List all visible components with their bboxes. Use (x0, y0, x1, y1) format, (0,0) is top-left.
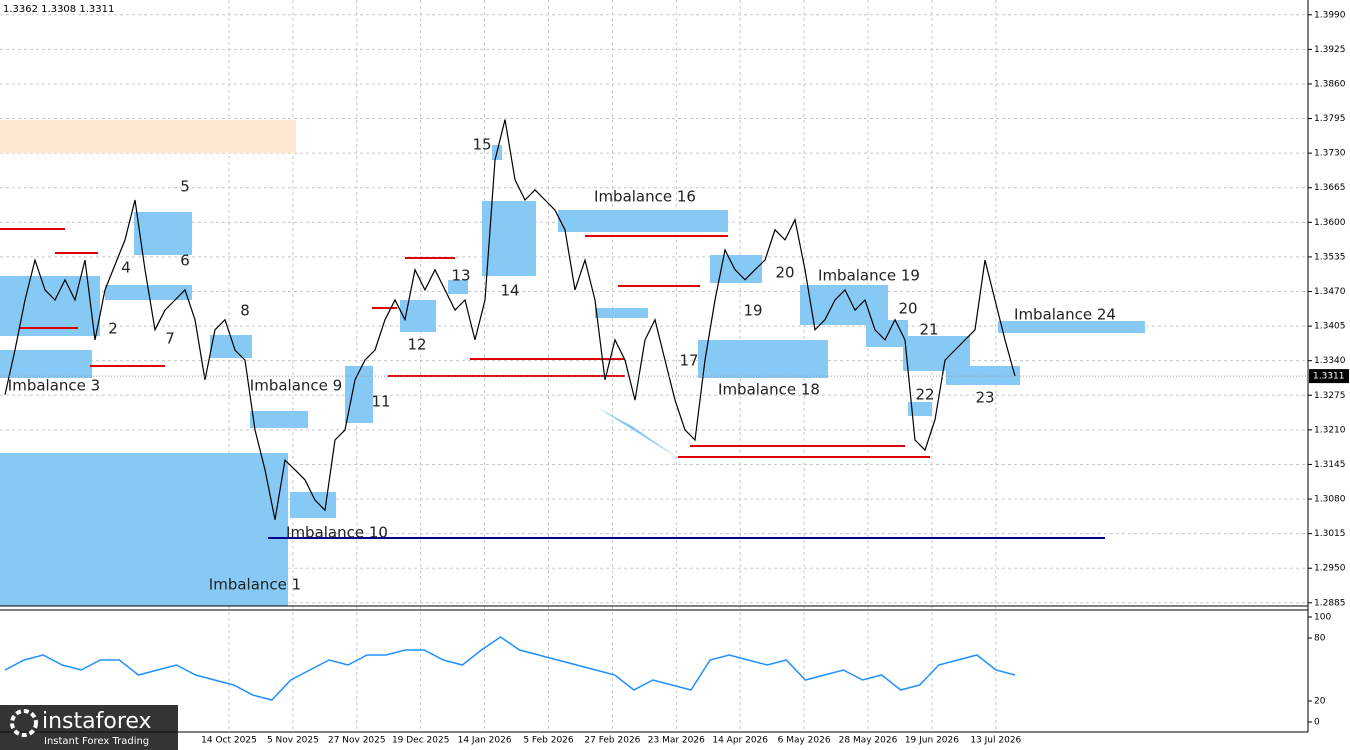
zone (0, 453, 288, 606)
x-tick-label: 27 Feb 2026 (584, 736, 640, 746)
y-tick-label: 20 (1314, 697, 1326, 707)
logo-icon (10, 709, 38, 737)
annotation: 23 (975, 389, 994, 407)
zone (482, 201, 536, 276)
annotation: 21 (919, 321, 938, 339)
zone (908, 402, 932, 416)
zone (710, 255, 762, 283)
zone (250, 411, 308, 428)
annotation: Imbalance 10 (286, 524, 388, 542)
last-price-box (1309, 369, 1349, 384)
y-tick-label: 1.3860 (1314, 79, 1346, 89)
x-tick-label: 6 May 2026 (778, 736, 831, 746)
zone (598, 408, 678, 458)
annotation: 7 (165, 330, 175, 348)
y-tick-label: 1.3665 (1314, 183, 1346, 193)
y-tick-label: 1.3535 (1314, 252, 1346, 262)
x-tick-label: 14 Oct 2025 (201, 736, 257, 746)
annotation: Imbalance 19 (818, 267, 920, 285)
y-tick-label: 1.3470 (1314, 287, 1346, 297)
zone (345, 366, 373, 423)
ohlc-header: 1.3362 1.3308 1.3311 (3, 4, 114, 15)
annotation: Imbalance 24 (1014, 306, 1116, 324)
zone (0, 276, 100, 336)
annotations: Imbalance 1 Imbalance 3 Imbalance 9 Imba… (8, 136, 1116, 594)
y-tick-label: 1.3925 (1314, 45, 1346, 55)
zone (210, 335, 252, 358)
x-tick-label: 19 Jun 2026 (905, 736, 959, 746)
logo-tagline: Instant Forex Trading (44, 736, 149, 747)
price-line (4, 119, 1016, 520)
y-tick-label: 1.3340 (1314, 356, 1346, 366)
annotation: Imbalance 18 (718, 381, 820, 399)
zone (998, 321, 1145, 333)
rsi-line (4, 636, 1016, 701)
y-tick-label: 1.3210 (1314, 425, 1346, 435)
last-price-label: 1.3311 (1313, 372, 1345, 382)
y-tick-label: 1.3990 (1314, 10, 1346, 20)
y-tick-label: 1.3600 (1314, 218, 1346, 228)
y-tick-label: 1.3080 (1314, 495, 1346, 505)
annotation: 14 (500, 282, 519, 300)
x-tick-label: 13 Jul 2026 (970, 736, 1021, 746)
zone (558, 210, 728, 232)
x-tick-label: 5 Nov 2025 (267, 736, 319, 746)
logo-bg (0, 705, 178, 750)
y-tick-label: 1.3015 (1314, 529, 1346, 539)
annotation: 12 (407, 336, 426, 354)
annotation: Imbalance 1 (209, 576, 301, 594)
annotation: 2 (108, 320, 118, 338)
levels (0, 228, 1105, 539)
supply-zone (0, 120, 296, 153)
x-tick-label: 14 Apr 2026 (712, 736, 768, 746)
annotation: Imbalance 16 (594, 188, 696, 206)
logo-name: instaforex (42, 709, 152, 734)
plot (0, 119, 1308, 701)
y-tick-label: 1.3730 (1314, 149, 1346, 159)
zone (903, 336, 970, 371)
annotation: Imbalance 3 (8, 377, 100, 395)
zone (946, 366, 1020, 385)
logo: instaforex Instant Forex Trading (0, 705, 178, 750)
zone (595, 308, 648, 318)
y-tick-label: 1.2885 (1314, 598, 1346, 608)
x-tick-label: 5 Feb 2026 (523, 736, 574, 746)
annotation: 13 (451, 267, 470, 285)
annotation: 4 (121, 259, 131, 277)
annotation: 19 (743, 302, 762, 320)
annotation: 20 (898, 300, 917, 318)
zone (698, 340, 828, 378)
annotation: 8 (240, 302, 250, 320)
annotation: 17 (679, 352, 698, 370)
x-tick-label: 23 Mar 2026 (648, 736, 705, 746)
zone (134, 212, 192, 255)
x-tick-label: 19 Dec 2025 (392, 736, 450, 746)
annotation: 6 (180, 252, 190, 270)
zone (448, 280, 468, 294)
x-tick-label: 14 Jan 2026 (458, 736, 512, 746)
annotation: 15 (472, 136, 491, 154)
y-tick-label: 80 (1314, 634, 1326, 644)
y-tick-label: 1.3795 (1314, 114, 1346, 124)
y-tick-label: 1.3145 (1314, 460, 1346, 470)
y-tick-label: 0 (1314, 718, 1320, 728)
y-tick-label: 1.3275 (1314, 391, 1346, 401)
annotation: 5 (180, 178, 190, 196)
y-tick-label: 1.2950 (1314, 564, 1346, 574)
x-tick-label: 27 Nov 2025 (328, 736, 386, 746)
y-tick-label: 100 (1314, 613, 1331, 623)
x-tick-label: 28 May 2026 (839, 736, 898, 746)
zone (0, 350, 92, 378)
annotation: 20 (775, 264, 794, 282)
annotation: 22 (915, 386, 934, 404)
y-tick-label: 1.3405 (1314, 322, 1346, 332)
annotation: Imbalance 9 (250, 377, 342, 395)
annotation: 11 (371, 393, 390, 411)
